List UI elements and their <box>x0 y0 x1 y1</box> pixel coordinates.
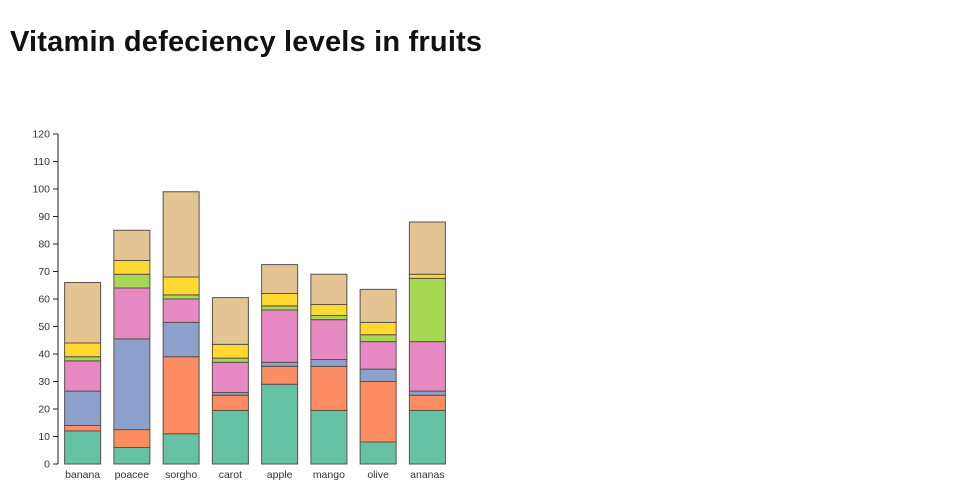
bar-segment-purple-segment <box>261 361 299 367</box>
bar-segment-orange-segment <box>310 365 348 411</box>
bar-segment-pink-segment <box>261 309 299 363</box>
bar-segment-pink-segment <box>211 361 249 393</box>
bar-sorgho <box>162 191 200 465</box>
bar-segment-tan-segment <box>359 288 397 323</box>
bar-segment-orange-segment <box>261 365 299 385</box>
bar-segment-teal-segment <box>408 409 446 465</box>
bar-segment-purple-segment <box>408 390 446 396</box>
bar-segment-orange-segment <box>162 356 200 435</box>
bar-apple <box>261 264 299 465</box>
bar-segment-tan-segment <box>113 229 151 261</box>
bar-segment-green-segment <box>310 315 348 321</box>
x-category-label: olive <box>367 469 389 481</box>
chart-title: Vitamin defeciency levels in fruits <box>10 26 483 58</box>
y-tick-label: 60 <box>38 294 50 306</box>
y-tick-label: 40 <box>38 349 50 361</box>
bar-segment-purple-segment <box>162 321 200 358</box>
x-category-label: banana <box>65 469 100 481</box>
stacked-bar-chart: 0 10 20 30 40 50 60 70 80 90 100 110 120 banana poacee… <box>6 120 466 490</box>
y-tick-label: 10 <box>38 431 50 443</box>
x-category-label: apple <box>267 469 293 481</box>
bar-segment-tan-segment <box>261 264 299 294</box>
bar-segment-orange-segment <box>359 381 397 443</box>
bar-segment-green-segment <box>408 277 446 343</box>
bar-segment-purple-segment <box>113 338 151 431</box>
bar-segment-green-segment <box>64 356 102 362</box>
bar-segment-pink-segment <box>359 341 397 370</box>
bar-segment-yellow-segment <box>211 343 249 359</box>
bar-segment-green-segment <box>211 357 249 363</box>
bar-segment-orange-segment <box>211 394 249 411</box>
y-tick-label: 80 <box>38 239 50 251</box>
bar-segment-green-segment <box>359 334 397 343</box>
bar-olive <box>359 288 397 465</box>
bar-mango <box>310 273 348 465</box>
bar-segment-orange-segment <box>64 425 102 432</box>
y-tick-label: 30 <box>38 376 50 388</box>
bar-carot <box>211 297 249 465</box>
y-tick-label: 0 <box>44 459 50 471</box>
bar-segment-yellow-segment <box>162 276 200 296</box>
bar-segment-tan-segment <box>162 191 200 278</box>
bar-poacee <box>113 229 151 465</box>
bar-segment-tan-segment <box>64 282 102 344</box>
bar-segment-tan-segment <box>211 297 249 345</box>
bar-segment-purple-segment <box>310 359 348 367</box>
bar-segment-yellow-segment <box>64 342 102 358</box>
bar-segment-orange-segment <box>408 394 446 411</box>
bar-segment-teal-segment <box>211 409 249 465</box>
y-tick-label: 70 <box>38 266 50 278</box>
bar-banana <box>64 282 102 465</box>
bar-segment-yellow-segment <box>359 321 397 336</box>
bar-segment-teal-segment <box>162 433 200 465</box>
bar-segment-pink-segment <box>64 360 102 392</box>
bar-segment-teal-segment <box>261 383 299 465</box>
bar-segment-yellow-segment <box>408 273 446 279</box>
bar-segment-yellow-segment <box>310 304 348 316</box>
bar-segment-teal-segment <box>310 409 348 465</box>
y-tick-label: 120 <box>32 129 50 141</box>
bar-segment-green-segment <box>261 305 299 311</box>
bar-segment-teal-segment <box>359 441 397 465</box>
bar-segment-purple-segment <box>359 368 397 382</box>
x-category-label: mango <box>313 469 345 481</box>
bar-ananas <box>408 221 446 465</box>
bar-segment-teal-segment <box>64 430 102 465</box>
bar-segment-yellow-segment <box>113 260 151 275</box>
bar-segment-pink-segment <box>162 298 200 323</box>
bar-segment-pink-segment <box>310 319 348 360</box>
bar-segment-teal-segment <box>113 447 151 465</box>
y-tick-label: 50 <box>38 321 50 333</box>
bar-segment-tan-segment <box>408 221 446 275</box>
bar-segment-green-segment <box>162 294 200 300</box>
x-category-label: ananas <box>410 469 444 481</box>
x-category-label: poacee <box>115 469 150 481</box>
y-tick-label: 110 <box>33 156 50 168</box>
bar-segment-purple-segment <box>64 390 102 426</box>
x-category-label: sorgho <box>165 469 197 481</box>
x-category-label: carot <box>219 469 242 481</box>
y-tick-label: 90 <box>38 211 50 223</box>
y-tick-label: 20 <box>38 404 50 416</box>
bar-segment-orange-segment <box>113 429 151 448</box>
bar-segment-yellow-segment <box>261 293 299 307</box>
chart-canvas: 0 10 20 30 40 50 60 70 80 90 100 110 120 banana poacee… <box>32 129 446 481</box>
bar-segment-tan-segment <box>310 273 348 305</box>
bar-segment-pink-segment <box>113 287 151 340</box>
y-tick-label: 100 <box>32 184 50 196</box>
bar-segment-pink-segment <box>408 341 446 392</box>
bar-segment-green-segment <box>113 273 151 289</box>
